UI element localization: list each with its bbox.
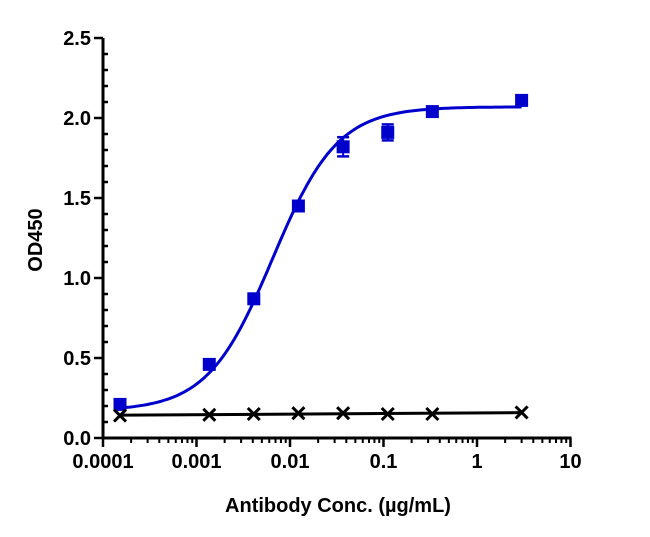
x-axis-ticks: 0.0001 0.001 0.01 0.1 1 10 xyxy=(72,438,582,473)
fit-curve xyxy=(119,411,522,417)
x-marker xyxy=(514,405,529,420)
series-antibody xyxy=(113,93,529,411)
x-tick-label: 0.001 xyxy=(171,451,221,473)
x-marker xyxy=(380,406,395,422)
series-layer xyxy=(112,93,529,423)
series-control xyxy=(112,405,529,423)
y-tick-label: 1.0 xyxy=(63,268,91,290)
x-marker xyxy=(291,406,306,421)
x-marker xyxy=(112,408,128,423)
x-axis-title: Antibody Conc. (µg/mL) xyxy=(225,495,451,517)
square-marker xyxy=(425,105,439,119)
x-marker xyxy=(336,406,351,421)
y-axis-title: OD450 xyxy=(25,208,47,271)
square-marker xyxy=(515,93,529,107)
y-tick-label: 2.5 xyxy=(63,28,91,50)
x-marker xyxy=(425,406,440,422)
y-axis-ticks: 0.0 0.5 1.0 1.5 2.0 2.5 xyxy=(63,28,108,450)
x-tick-label: 10 xyxy=(559,451,581,473)
axes xyxy=(101,38,572,440)
y-tick-label: 1.5 xyxy=(63,188,91,210)
square-marker xyxy=(113,397,127,411)
square-marker xyxy=(291,199,305,213)
square-marker xyxy=(336,140,350,154)
y-tick-label: 0.0 xyxy=(63,428,91,450)
square-marker xyxy=(381,125,395,139)
x-tick-label: 0.1 xyxy=(370,451,398,473)
fit-curve xyxy=(119,105,522,410)
y-tick-label: 0.5 xyxy=(63,348,91,370)
y-tick-label: 2.0 xyxy=(63,108,91,130)
x-tick-label: 0.0001 xyxy=(72,451,133,473)
x-tick-label: 1 xyxy=(471,451,482,473)
square-marker xyxy=(202,357,216,371)
x-tick-label: 0.01 xyxy=(271,451,310,473)
x-marker xyxy=(246,406,261,422)
x-marker xyxy=(202,407,217,422)
square-marker xyxy=(247,292,261,306)
